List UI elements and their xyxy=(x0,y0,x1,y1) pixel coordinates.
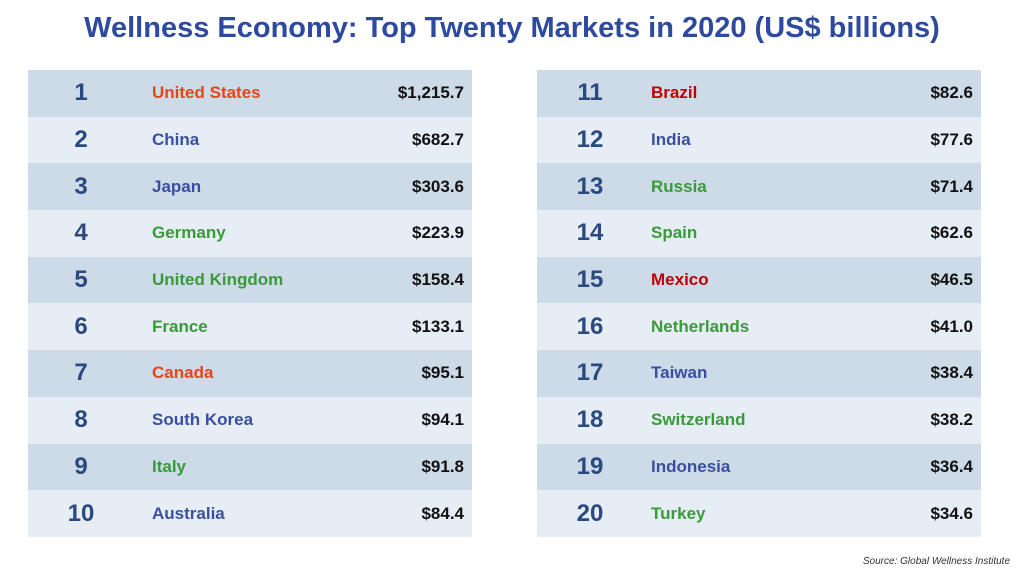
rank-cell: 6 xyxy=(74,312,88,340)
market-value: $91.8 xyxy=(421,456,464,476)
rank-cell: 20 xyxy=(576,499,604,527)
rank-cell: 1 xyxy=(74,79,88,107)
market-value: $41.0 xyxy=(930,316,973,336)
market-value: $36.4 xyxy=(930,456,973,476)
market-value: $46.5 xyxy=(930,270,973,290)
country-name: Taiwan xyxy=(651,363,708,383)
rank-cell: 5 xyxy=(74,266,88,294)
country-name: France xyxy=(152,316,208,336)
rank-cell: 13 xyxy=(576,172,604,200)
table-row: 7 Canada $95.1 xyxy=(28,350,472,397)
table-row: 10 Australia $84.4 xyxy=(28,490,472,537)
market-value: $682.7 xyxy=(412,130,464,150)
country-name: India xyxy=(651,130,691,150)
rank-cell: 4 xyxy=(74,219,88,247)
rank-cell: 9 xyxy=(74,452,88,480)
table-row: 8 South Korea $94.1 xyxy=(28,396,472,444)
table-row: 4 Germany $223.9 xyxy=(28,210,472,257)
source-note: Source: Global Wellness Institute xyxy=(862,556,1010,567)
country-name: Turkey xyxy=(651,503,706,523)
market-value: $95.1 xyxy=(421,363,464,383)
table-row: 17 Taiwan $38.4 xyxy=(537,350,981,397)
market-value: $38.4 xyxy=(930,363,973,383)
table-row: 15 Mexico $46.5 xyxy=(537,256,981,304)
market-value: $62.6 xyxy=(930,223,973,243)
market-value: $77.6 xyxy=(930,130,973,150)
market-value: $94.1 xyxy=(421,410,464,430)
rank-cell: 19 xyxy=(576,452,604,480)
table-row: 2 China $682.7 xyxy=(28,116,472,164)
country-name: Italy xyxy=(152,456,187,476)
country-name: Mexico xyxy=(651,270,709,290)
market-value: $158.4 xyxy=(412,270,464,290)
market-value: $82.6 xyxy=(930,83,973,103)
market-value: $71.4 xyxy=(930,176,973,196)
rank-cell: 16 xyxy=(576,312,604,340)
table-row: 3 Japan $303.6 xyxy=(28,163,472,211)
table-row: 9 Italy $91.8 xyxy=(28,443,472,491)
country-name: China xyxy=(152,130,200,150)
country-name: Switzerland xyxy=(651,410,746,430)
country-name: United States xyxy=(152,83,261,103)
table-row: 20 Turkey $34.6 xyxy=(537,490,981,537)
table-row: 13 Russia $71.4 xyxy=(537,163,981,211)
country-name: Australia xyxy=(152,503,225,523)
table-row: 19 Indonesia $36.4 xyxy=(537,443,981,491)
table-row: 12 India $77.6 xyxy=(537,116,981,164)
rank-cell: 8 xyxy=(74,406,88,434)
rank-cell: 18 xyxy=(576,406,604,434)
rank-cell: 7 xyxy=(74,359,88,387)
market-value: $84.4 xyxy=(421,503,464,523)
country-name: Canada xyxy=(152,363,214,383)
markets-table-left: 1 United States $1,215.7 2 China $682.7 3 Japan… xyxy=(28,70,472,537)
rank-cell: 15 xyxy=(576,266,604,294)
table-row: 5 United Kingdom $158.4 xyxy=(28,256,472,304)
country-name: Japan xyxy=(152,176,202,196)
table-row: 14 Spain $62.6 xyxy=(537,210,981,257)
market-value: $34.6 xyxy=(930,503,973,523)
table-row: 16 Netherlands $41.0 xyxy=(537,303,981,351)
country-name: United Kingdom xyxy=(152,270,284,290)
rank-cell: 2 xyxy=(74,126,88,154)
market-value: $38.2 xyxy=(930,410,973,430)
market-value: $303.6 xyxy=(412,176,464,196)
market-value: $223.9 xyxy=(412,223,464,243)
slide-title: Wellness Economy: Top Twenty Markets in … xyxy=(84,12,940,44)
rank-cell: 12 xyxy=(576,126,604,154)
market-value: $1,215.7 xyxy=(397,83,464,103)
country-name: South Korea xyxy=(152,410,254,430)
rank-cell: 11 xyxy=(577,79,603,107)
country-name: Spain xyxy=(651,223,698,243)
country-name: Brazil xyxy=(651,83,698,103)
rank-cell: 10 xyxy=(67,499,95,527)
table-row: 1 United States $1,215.7 xyxy=(28,70,472,117)
table-row: 18 Switzerland $38.2 xyxy=(537,396,981,444)
table-row: 6 France $133.1 xyxy=(28,303,472,351)
market-value: $133.1 xyxy=(412,316,464,336)
country-name: Indonesia xyxy=(651,456,731,476)
markets-table-right: 11 Brazil $82.6 12 India $77.6 13 Russia $71.4 14… xyxy=(537,70,981,537)
rank-cell: 14 xyxy=(576,219,604,247)
country-name: Russia xyxy=(651,176,707,196)
rank-cell: 17 xyxy=(576,359,604,387)
country-name: Germany xyxy=(152,223,226,243)
country-name: Netherlands xyxy=(651,316,750,336)
rank-cell: 3 xyxy=(74,172,88,200)
table-row: 11 Brazil $82.6 xyxy=(537,70,981,117)
